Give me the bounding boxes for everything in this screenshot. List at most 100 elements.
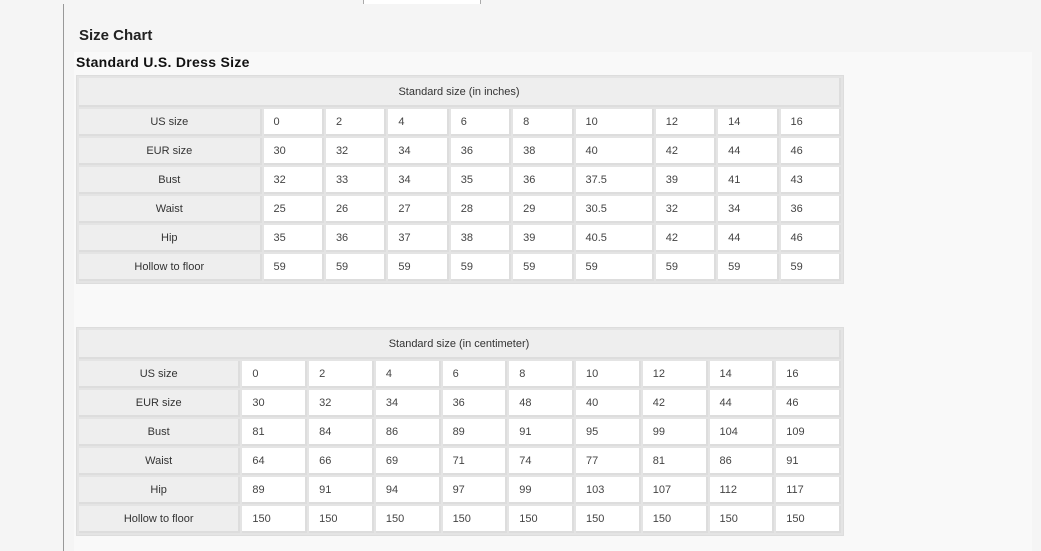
row-label: Bust bbox=[79, 419, 241, 446]
row-label: Bust bbox=[79, 167, 262, 194]
table-cell: 109 bbox=[776, 419, 841, 446]
table-cell: 29 bbox=[513, 196, 574, 223]
table-cell: 27 bbox=[388, 196, 449, 223]
table-cell: 59 bbox=[718, 254, 779, 281]
table-cell: 32 bbox=[309, 390, 374, 417]
table-cell: 48 bbox=[509, 390, 575, 417]
row-label: Hollow to floor bbox=[79, 506, 241, 533]
table-cell: 150 bbox=[642, 506, 708, 533]
table-cell: 35 bbox=[263, 225, 324, 252]
table-header-row: Standard size (in inches) bbox=[79, 78, 841, 107]
row-label: Waist bbox=[79, 196, 262, 223]
table-row: US size 0 2 4 6 8 10 12 14 16 bbox=[79, 109, 841, 136]
table-cell: 44 bbox=[718, 225, 779, 252]
table-cell: 81 bbox=[642, 448, 708, 475]
size-table-centimeter: Standard size (in centimeter) US size 0 2 4 6… bbox=[76, 327, 844, 536]
table-cell: 26 bbox=[325, 196, 387, 223]
table-cell: 36 bbox=[442, 390, 508, 417]
table-row: EUR size 30 32 34 36 38 40 42 44 46 bbox=[79, 138, 841, 165]
table-row: Hollow to floor 59 59 59 59 59 59 59 59 59 bbox=[79, 254, 841, 281]
table-cell: 99 bbox=[642, 419, 708, 446]
table-cell: 112 bbox=[709, 477, 775, 504]
table-row: EUR size 30 32 34 36 48 40 42 44 46 bbox=[79, 390, 841, 417]
page-title: Size Chart bbox=[79, 27, 153, 44]
table-cell: 44 bbox=[709, 390, 775, 417]
table-row: Bust 32 33 34 35 36 37.5 39 41 43 bbox=[79, 167, 841, 194]
table-cell: 35 bbox=[450, 167, 512, 194]
table-header: Standard size (in inches) bbox=[79, 78, 841, 107]
table-cell: 89 bbox=[442, 419, 508, 446]
table-cell: 91 bbox=[309, 477, 374, 504]
table-cell: 30 bbox=[263, 138, 324, 165]
table-cell: 69 bbox=[375, 448, 441, 475]
table-cell: 71 bbox=[442, 448, 508, 475]
table-cell: 8 bbox=[509, 361, 575, 388]
table-cell: 150 bbox=[709, 506, 775, 533]
table-cell: 42 bbox=[655, 138, 717, 165]
table-cell: 43 bbox=[780, 167, 841, 194]
content-panel: Size Chart Standard U.S. Dress Size Stan… bbox=[63, 4, 1041, 551]
table-cell: 44 bbox=[718, 138, 779, 165]
table-cell: 33 bbox=[325, 167, 387, 194]
table-row: Hollow to floor 150 150 150 150 150 150 150 150 1… bbox=[79, 506, 841, 533]
table-cell: 59 bbox=[388, 254, 449, 281]
table-cell: 42 bbox=[642, 390, 708, 417]
table-cell: 91 bbox=[509, 419, 575, 446]
table-cell: 4 bbox=[375, 361, 441, 388]
table-cell: 28 bbox=[450, 196, 512, 223]
table-cell: 37.5 bbox=[575, 167, 654, 194]
table-cell: 94 bbox=[375, 477, 441, 504]
table-cell: 150 bbox=[242, 506, 308, 533]
table-cell: 150 bbox=[576, 506, 641, 533]
table-cell: 150 bbox=[442, 506, 508, 533]
table-cell: 37 bbox=[388, 225, 449, 252]
table-cell: 42 bbox=[655, 225, 717, 252]
row-label: Hip bbox=[79, 477, 241, 504]
table-cell: 107 bbox=[642, 477, 708, 504]
table-cell: 36 bbox=[325, 225, 387, 252]
table-cell: 59 bbox=[263, 254, 324, 281]
table-cell: 59 bbox=[450, 254, 512, 281]
table-cell: 32 bbox=[655, 196, 717, 223]
table-cell: 36 bbox=[780, 196, 841, 223]
table-cell: 12 bbox=[655, 109, 717, 136]
table-row: Hip 35 36 37 38 39 40.5 42 44 46 bbox=[79, 225, 841, 252]
table-cell: 46 bbox=[780, 138, 841, 165]
table-cell: 150 bbox=[309, 506, 374, 533]
table-cell: 2 bbox=[309, 361, 374, 388]
tab-active[interactable] bbox=[363, 0, 481, 4]
row-label: EUR size bbox=[79, 138, 262, 165]
table-cell: 40.5 bbox=[575, 225, 654, 252]
table-cell: 46 bbox=[776, 390, 841, 417]
table-cell: 12 bbox=[642, 361, 708, 388]
table-cell: 77 bbox=[576, 448, 641, 475]
table-cell: 39 bbox=[655, 167, 717, 194]
row-label: EUR size bbox=[79, 390, 241, 417]
table-cell: 104 bbox=[709, 419, 775, 446]
table-cell: 38 bbox=[450, 225, 512, 252]
table-cell: 6 bbox=[442, 361, 508, 388]
section-title: Standard U.S. Dress Size bbox=[76, 54, 250, 70]
table-cell: 40 bbox=[576, 390, 641, 417]
table-header-row: Standard size (in centimeter) bbox=[79, 330, 841, 359]
table-cell: 36 bbox=[450, 138, 512, 165]
table-cell: 150 bbox=[509, 506, 575, 533]
table-cell: 38 bbox=[513, 138, 574, 165]
table-header: Standard size (in centimeter) bbox=[79, 330, 841, 359]
table-cell: 99 bbox=[509, 477, 575, 504]
table-cell: 8 bbox=[513, 109, 574, 136]
table-cell: 103 bbox=[576, 477, 641, 504]
table-cell: 32 bbox=[263, 167, 324, 194]
table-cell: 150 bbox=[375, 506, 441, 533]
table-cell: 66 bbox=[309, 448, 374, 475]
table-cell: 117 bbox=[776, 477, 841, 504]
table-cell: 86 bbox=[709, 448, 775, 475]
table-cell: 59 bbox=[325, 254, 387, 281]
size-table-inches: Standard size (in inches) US size 0 2 4 6 8 10 1… bbox=[76, 75, 844, 284]
table-cell: 59 bbox=[513, 254, 574, 281]
table-cell: 32 bbox=[325, 138, 387, 165]
table-cell: 34 bbox=[388, 167, 449, 194]
table-cell: 4 bbox=[388, 109, 449, 136]
table-cell: 91 bbox=[776, 448, 841, 475]
table-cell: 10 bbox=[576, 361, 641, 388]
